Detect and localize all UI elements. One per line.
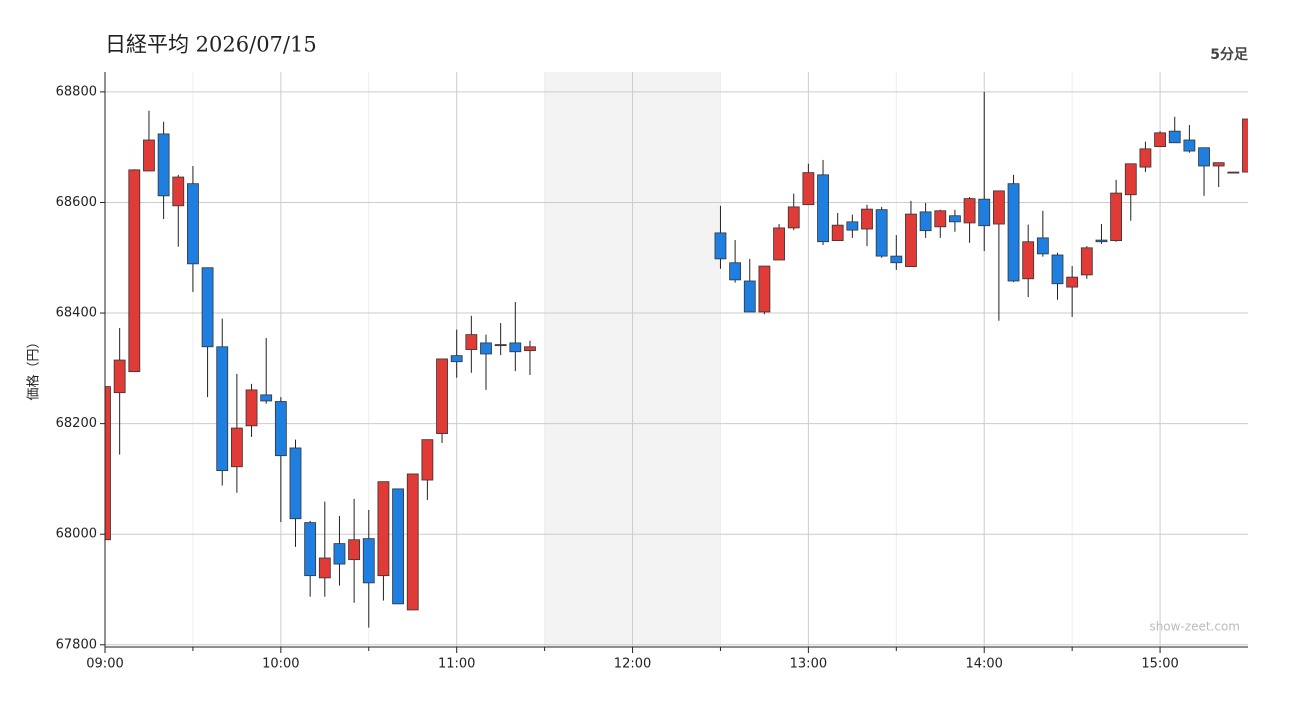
candle-body [949, 215, 961, 223]
chart-title: 日経平均 2026/07/15 [105, 33, 317, 57]
candle-body [1154, 132, 1166, 148]
y-tick-label: 67800 [56, 637, 97, 652]
candle-body [1168, 130, 1181, 144]
candle-body [1066, 276, 1079, 288]
candle-body [905, 213, 917, 268]
x-tick-label: 12:00 [614, 657, 651, 672]
candle-body [773, 227, 785, 261]
y-axis-label: 価格（円） [26, 335, 42, 400]
candle-body [274, 401, 287, 457]
watermark: show-zeet.com [1149, 620, 1240, 634]
candle-body [1212, 162, 1225, 167]
y-tick-label: 68600 [56, 195, 97, 210]
candle-body [128, 169, 141, 373]
candle-body [846, 221, 859, 231]
candle-body [1242, 118, 1248, 173]
candle-body [245, 389, 258, 427]
candle-body [1007, 183, 1020, 282]
candle-body [787, 206, 800, 229]
candle-body [524, 346, 536, 352]
candle-body [1227, 171, 1240, 174]
x-tick-label: 10:00 [262, 657, 299, 672]
candle-body [260, 394, 273, 402]
x-tick-label: 13:00 [790, 657, 827, 672]
candle-body [1110, 192, 1123, 242]
candle-body [230, 427, 243, 468]
candle-body [1183, 139, 1196, 152]
x-tick-label: 09:00 [86, 657, 123, 672]
candle-body [480, 342, 492, 355]
candle-body [450, 355, 463, 363]
candle-body [1051, 254, 1064, 285]
candle-body [875, 209, 888, 257]
candle-body [934, 210, 947, 228]
candle-body [978, 198, 991, 227]
candle-body [392, 488, 404, 605]
candle-body [406, 473, 419, 611]
candle-body [362, 538, 375, 584]
candle-body [1022, 241, 1035, 280]
candle-body [157, 133, 170, 197]
candle-body [187, 183, 199, 265]
candle-body [1080, 247, 1093, 276]
candle-body [333, 543, 346, 565]
candle-body [172, 176, 185, 207]
candle-body [743, 280, 756, 313]
candle-body [831, 224, 844, 242]
candle-body [1139, 148, 1152, 168]
candle-body [143, 139, 155, 172]
candle-body [890, 255, 903, 264]
candle-body [963, 198, 976, 224]
candle-body [113, 359, 126, 394]
y-tick-label: 68000 [56, 527, 97, 542]
candle-body [436, 358, 448, 434]
candle-body [201, 267, 214, 348]
y-tick-label: 68400 [56, 306, 97, 321]
candle-body [758, 265, 771, 313]
subtitle: 5分足 [1210, 47, 1249, 63]
candle-body [421, 439, 434, 481]
candle-body [318, 557, 331, 579]
candle-body [304, 522, 317, 577]
x-tick-label: 11:00 [438, 657, 475, 672]
candle-body [817, 174, 829, 243]
candle-body [348, 539, 361, 561]
candle-body [1095, 239, 1108, 243]
candle-body [861, 208, 873, 230]
candle-body [289, 447, 302, 520]
candle-body [465, 334, 478, 350]
candle-body [714, 232, 727, 260]
x-tick-label: 14:00 [965, 657, 1002, 672]
candle-body [105, 386, 111, 541]
candle-body [1036, 237, 1049, 255]
y-tick-label: 68200 [56, 416, 97, 431]
candle-body [729, 262, 742, 281]
candle-body [509, 342, 522, 353]
candle-body [1124, 163, 1137, 196]
y-tick-label: 68800 [56, 84, 97, 99]
candle-body [377, 481, 390, 577]
candle-body [919, 211, 932, 232]
candle-body [1198, 147, 1210, 167]
candle-body [216, 346, 229, 472]
candle-body [802, 172, 815, 206]
candle-body [494, 344, 507, 347]
x-tick-label: 15:00 [1141, 657, 1178, 672]
candle-body [992, 190, 1005, 225]
